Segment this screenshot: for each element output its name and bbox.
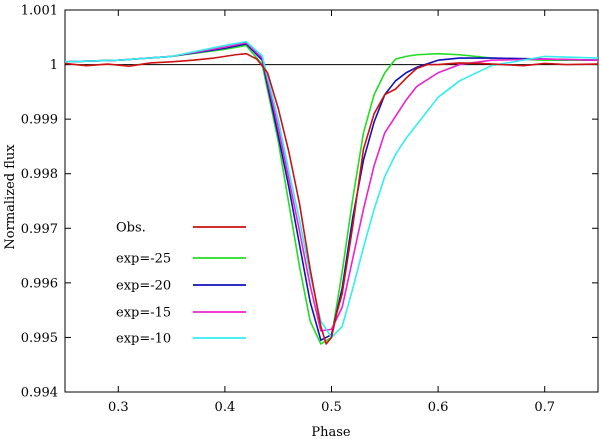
legend-label: exp=-15: [116, 306, 171, 321]
legend-label: exp=-10: [116, 332, 171, 347]
legend-label: exp=-20: [116, 279, 171, 294]
y-tick-label: 0.995: [21, 331, 58, 346]
y-tick-label: 0.999: [21, 113, 58, 128]
y-axis-title: Normalized flux: [3, 144, 18, 250]
axes: 0.3 0.4 0.5 0.6 0.7 0.994 0.995 0.996 0.997 0.998…: [21, 4, 599, 415]
y-tick-label: 1: [50, 58, 58, 73]
y-tick-label: 0.994: [21, 386, 58, 401]
legend-label: Obs.: [116, 221, 146, 236]
x-axis-title: Phase: [311, 425, 351, 439]
series-line-obs-: [65, 52, 598, 345]
x-tick-label: 0.6: [428, 400, 449, 415]
series-line-exp-15: [65, 41, 598, 332]
x-tick-label: 0.5: [321, 400, 342, 415]
series-layer: [65, 40, 598, 345]
x-tick-label: 0.7: [534, 400, 555, 415]
y-tick-label: 0.997: [21, 222, 58, 237]
x-tick-label: 0.3: [108, 400, 129, 415]
y-tick-label: 1.001: [21, 4, 58, 19]
series-line-exp-20: [65, 43, 598, 341]
series-line-exp-10: [65, 40, 598, 339]
legend-label: exp=-25: [116, 252, 171, 267]
legend: Obs. exp=-25 exp=-20 exp=-15 exp=-10: [116, 221, 246, 347]
y-tick-label: 0.996: [21, 276, 58, 291]
x-tick-label: 0.4: [215, 400, 236, 415]
series-line-exp-25: [65, 44, 598, 345]
y-tick-label: 0.998: [21, 167, 58, 182]
